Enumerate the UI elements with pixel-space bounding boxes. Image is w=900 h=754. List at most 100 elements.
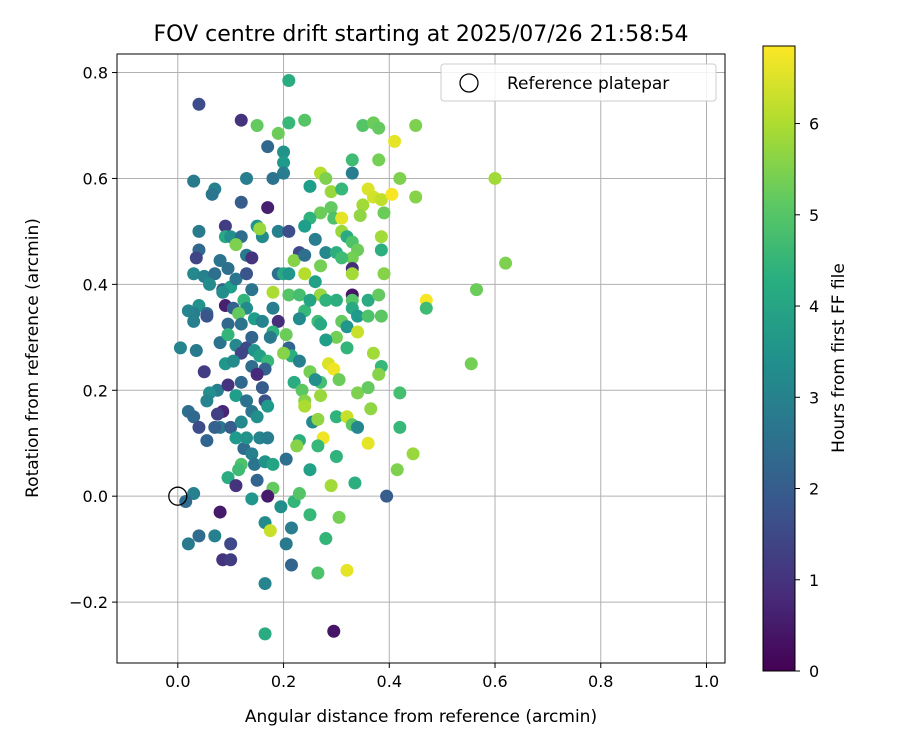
data-point bbox=[374, 243, 388, 257]
y-tick-label: −0.2 bbox=[69, 593, 108, 612]
x-axis-label: Angular distance from reference (arcmin) bbox=[245, 707, 597, 727]
data-point bbox=[340, 320, 354, 334]
data-point bbox=[345, 251, 359, 265]
data-point bbox=[271, 224, 285, 238]
data-point bbox=[229, 389, 243, 403]
data-point bbox=[361, 436, 375, 450]
data-point bbox=[292, 487, 306, 501]
x-tick-label: 0.8 bbox=[588, 672, 613, 691]
data-point bbox=[187, 487, 201, 501]
data-point bbox=[303, 293, 317, 307]
data-point bbox=[234, 113, 248, 127]
data-point bbox=[271, 314, 285, 328]
data-point bbox=[250, 118, 264, 132]
data-point bbox=[351, 309, 365, 323]
chart-title: FOV centre drift starting at 2025/07/26 … bbox=[154, 22, 689, 47]
data-point bbox=[200, 309, 214, 323]
data-point bbox=[311, 566, 325, 580]
data-point bbox=[287, 375, 301, 389]
data-point bbox=[221, 261, 235, 275]
data-point bbox=[245, 492, 259, 506]
data-point bbox=[335, 211, 349, 225]
data-point bbox=[282, 224, 296, 238]
data-point bbox=[261, 489, 275, 503]
data-point bbox=[356, 198, 370, 212]
scatter-points bbox=[173, 73, 513, 641]
data-point bbox=[187, 410, 201, 424]
data-point bbox=[187, 267, 201, 281]
data-point bbox=[464, 357, 478, 371]
data-point bbox=[282, 116, 296, 130]
data-point bbox=[372, 367, 386, 381]
x-tick-label: 0.2 bbox=[271, 672, 296, 691]
data-point bbox=[345, 166, 359, 180]
data-point bbox=[282, 73, 296, 87]
data-point bbox=[218, 219, 232, 233]
data-point bbox=[213, 336, 227, 350]
data-point bbox=[224, 553, 238, 567]
data-point bbox=[324, 479, 338, 493]
data-point bbox=[245, 251, 259, 265]
data-point bbox=[298, 248, 312, 262]
data-point bbox=[234, 375, 248, 389]
data-point bbox=[319, 171, 333, 185]
colorbar-gradient bbox=[762, 45, 796, 672]
data-point bbox=[232, 306, 246, 320]
data-point bbox=[247, 457, 261, 471]
data-point bbox=[263, 524, 277, 538]
data-point bbox=[377, 206, 391, 220]
data-point bbox=[181, 537, 195, 551]
data-point bbox=[266, 457, 280, 471]
plot-frame bbox=[116, 53, 726, 664]
legend-reference-marker bbox=[459, 73, 479, 93]
data-point bbox=[303, 179, 317, 193]
data-point bbox=[327, 624, 341, 638]
data-point bbox=[314, 259, 328, 273]
x-axis-ticks: 0.0 0.2 0.4 0.6 0.8 1.0 bbox=[165, 663, 719, 691]
colorbar-tick-label: 4 bbox=[809, 297, 819, 316]
data-point bbox=[224, 537, 238, 551]
data-point bbox=[332, 510, 346, 524]
data-point bbox=[234, 195, 248, 209]
data-point bbox=[192, 224, 206, 238]
data-point bbox=[329, 449, 343, 463]
data-point bbox=[234, 346, 248, 360]
data-point bbox=[255, 314, 269, 328]
data-point bbox=[192, 97, 206, 111]
data-point bbox=[221, 328, 235, 342]
data-point bbox=[380, 489, 394, 503]
colorbar-label: Hours from first FF file bbox=[829, 263, 849, 453]
data-point bbox=[229, 431, 243, 445]
data-point bbox=[282, 267, 296, 281]
data-point bbox=[277, 166, 291, 180]
data-point bbox=[372, 288, 386, 302]
data-point bbox=[351, 325, 365, 339]
data-point bbox=[372, 121, 386, 135]
data-point bbox=[210, 407, 224, 421]
data-point bbox=[324, 201, 338, 215]
data-point bbox=[295, 383, 309, 397]
data-point bbox=[266, 285, 280, 299]
x-tick-label: 0.6 bbox=[482, 672, 507, 691]
data-point bbox=[208, 529, 222, 543]
data-point bbox=[229, 479, 243, 493]
data-point bbox=[245, 447, 259, 461]
data-point bbox=[393, 171, 407, 185]
data-point bbox=[258, 627, 272, 641]
data-point bbox=[314, 206, 328, 220]
data-point bbox=[329, 293, 343, 307]
legend: Reference platepar bbox=[440, 63, 717, 102]
y-tick-label: 0.8 bbox=[83, 64, 108, 83]
data-point bbox=[388, 134, 402, 148]
data-point bbox=[187, 174, 201, 188]
data-point bbox=[240, 394, 254, 408]
data-point bbox=[263, 330, 277, 344]
data-point bbox=[192, 529, 206, 543]
colorbar-tick-label: 2 bbox=[809, 480, 819, 499]
data-point bbox=[277, 156, 291, 170]
data-point bbox=[200, 434, 214, 448]
data-point bbox=[173, 341, 187, 355]
y-tick-label: 0.6 bbox=[83, 169, 108, 188]
data-point bbox=[292, 354, 306, 368]
data-point bbox=[213, 254, 227, 268]
